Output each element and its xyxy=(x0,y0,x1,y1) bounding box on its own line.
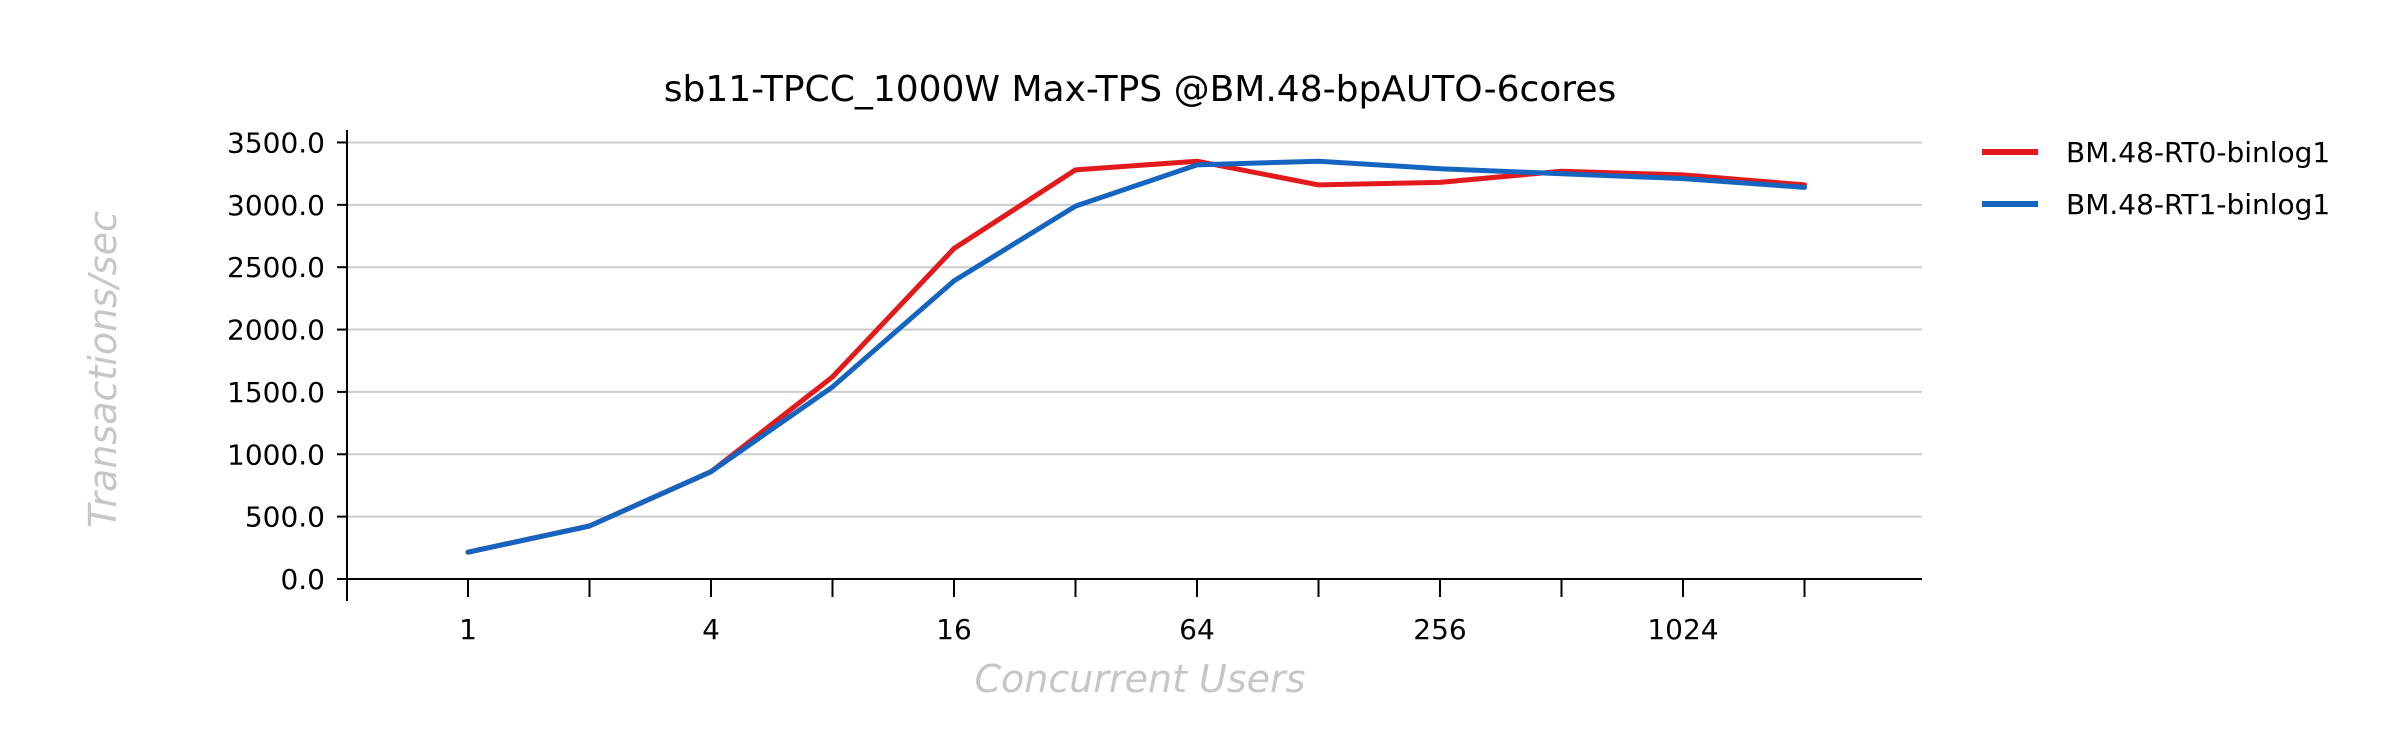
y-tick-label: 500.0 xyxy=(245,501,325,534)
series-line-2 xyxy=(465,158,1807,555)
legend-label: BM.48-RT0-binlog1 xyxy=(2066,136,2330,169)
y-axis-title: Transactions/sec xyxy=(81,211,125,528)
y-tick-label: 2000.0 xyxy=(227,314,325,347)
grid-lines xyxy=(347,141,1922,518)
series-line-1 xyxy=(465,158,1807,555)
y-tick-label: 3000.0 xyxy=(227,189,325,222)
y-tick-label: 1000.0 xyxy=(227,438,325,471)
x-tick-label: 16 xyxy=(936,613,972,646)
x-tick-label: 256 xyxy=(1413,613,1466,646)
x-axis-title: Concurrent Users xyxy=(975,657,1306,701)
series-lines xyxy=(465,158,1807,555)
y-tick-label: 1500.0 xyxy=(227,376,325,409)
y-tick-label: 3500.0 xyxy=(227,126,325,159)
x-tick-label: 1 xyxy=(459,613,477,646)
x-tick-label: 4 xyxy=(702,613,720,646)
y-tick-label: 2500.0 xyxy=(227,251,325,284)
x-tick-label: 64 xyxy=(1179,613,1215,646)
chart-title: sb11-TPCC_1000W Max-TPS @BM.48-bpAUTO-6c… xyxy=(664,69,1616,110)
y-tick-label: 0.0 xyxy=(280,563,325,596)
x-tick-label: 1024 xyxy=(1647,613,1718,646)
axes: 0.0 500.0 1000.0 1500.0 2000.0 2500.0 3000.0 35… xyxy=(227,126,1922,646)
legend-label: BM.48-RT1-binlog1 xyxy=(2066,188,2330,221)
legend: BM.48-RT0-binlog1 BM.48-RT1-binlog1 xyxy=(1982,136,2330,221)
